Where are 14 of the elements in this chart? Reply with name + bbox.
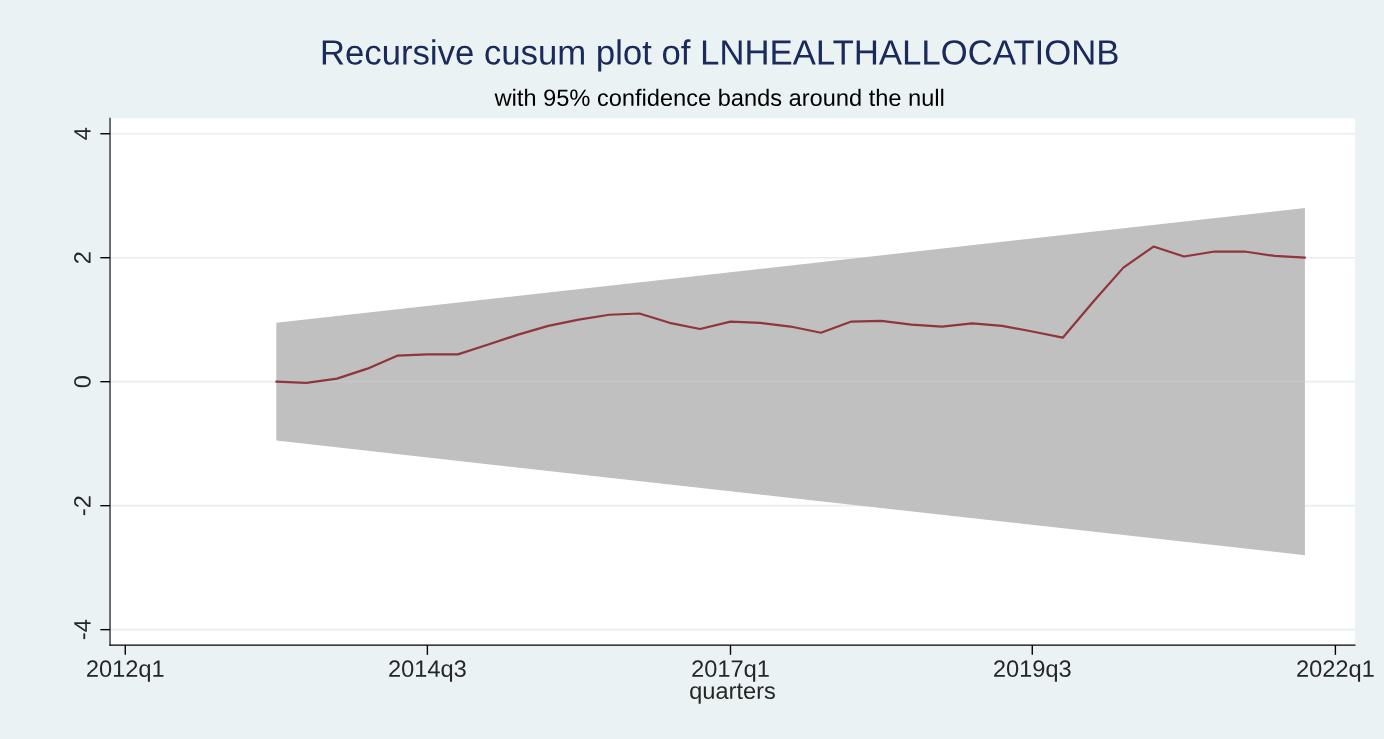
y-tick-label: 0 xyxy=(74,376,91,388)
y-tick-label: 2 xyxy=(74,252,91,264)
line-series xyxy=(275,245,1307,385)
chart-title: Recursive cusum plot of LNHEALTHALLOCATIONB xyxy=(322,39,1118,72)
chart-subtitle: with 95% confidence bands around the null xyxy=(494,88,944,107)
x-tick-label: 2019q3 xyxy=(994,660,1071,682)
x-tick-label: 2014q3 xyxy=(389,660,466,682)
x-tick-label: 2017q1 xyxy=(692,660,769,682)
x-tick-label: 2012q1 xyxy=(87,660,164,682)
y-tick-label: -2 xyxy=(74,496,91,516)
y-tick-label: -4 xyxy=(74,619,91,640)
y-tick-label: 4 xyxy=(74,127,91,140)
x-axis-title: quarters xyxy=(690,683,775,704)
x-tick-label: 2022q1 xyxy=(1297,660,1374,682)
